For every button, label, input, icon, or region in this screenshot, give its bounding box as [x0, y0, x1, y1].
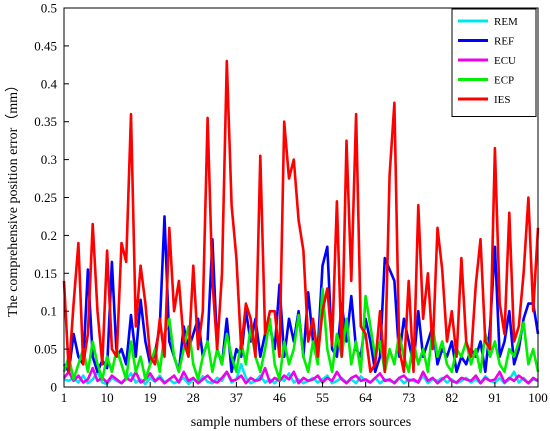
- y-tick-label: 0.45: [34, 38, 57, 53]
- x-tick-label: 91: [488, 390, 501, 405]
- x-axis-title: sample numbers of these errors sources: [191, 415, 411, 430]
- x-tick-label: 64: [359, 390, 373, 405]
- legend-label-ies: IES: [494, 94, 511, 106]
- series-line-ecp: [62, 287, 540, 381]
- y-axis: 0 0.05 0.1 0.15 0.2 0.25 0.3 0.35 0.4 0.45 0.5: [34, 1, 69, 395]
- legend-label-ref: REF: [494, 36, 514, 48]
- series-line-ecu: [62, 366, 539, 385]
- x-tick-label: 46: [273, 390, 287, 405]
- x-tick-label: 55: [316, 390, 329, 405]
- x-tick-label: 19: [144, 390, 157, 405]
- y-tick-label: 0.1: [41, 304, 57, 319]
- x-tick-label: 100: [528, 390, 548, 405]
- y-tick-label: 0: [51, 380, 58, 395]
- y-tick-label: 0.4: [41, 76, 58, 91]
- x-tick-label: 1: [61, 390, 68, 405]
- x-axis: 1 10 19 28 37 46 55 64 73 82 91 100: [61, 382, 548, 405]
- legend-label-ecu: ECU: [494, 55, 516, 67]
- y-tick-label: 0.25: [34, 190, 57, 205]
- y-tick-label: 0.2: [41, 228, 57, 243]
- series-line-ies: [62, 59, 540, 374]
- y-tick-label: 0.35: [34, 114, 57, 129]
- legend-label-rem: REM: [494, 16, 518, 28]
- legend: REM REF ECU ECP IES: [451, 8, 537, 117]
- x-tick-label: 28: [187, 390, 200, 405]
- y-tick-label: 0.15: [34, 266, 57, 281]
- y-tick-label: 0.3: [41, 152, 57, 167]
- legend-label-ecp: ECP: [494, 75, 514, 87]
- x-tick-label: 37: [230, 390, 244, 405]
- y-tick-label: 0.05: [34, 342, 57, 357]
- series-layer: [62, 59, 540, 386]
- y-axis-title: The comprehensive position error（mm）: [5, 78, 21, 317]
- x-tick-label: 82: [445, 390, 458, 405]
- y-tick-label: 0.5: [41, 1, 57, 16]
- x-tick-label: 10: [101, 390, 114, 405]
- x-tick-label: 73: [402, 390, 415, 405]
